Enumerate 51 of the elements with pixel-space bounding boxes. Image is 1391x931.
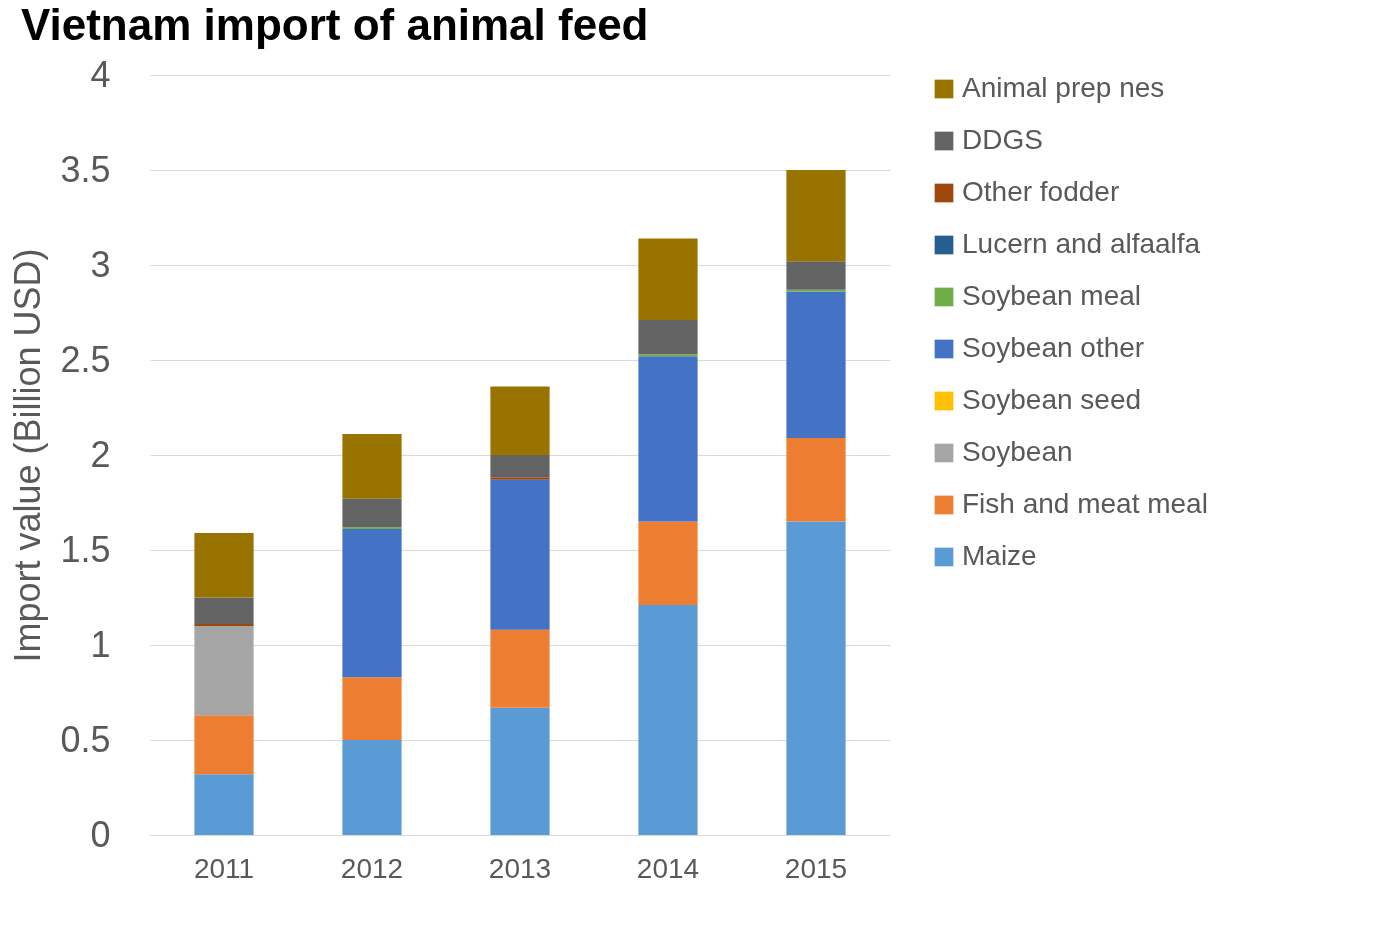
legend-label: Other fodder (962, 176, 1120, 207)
bar (194, 715, 254, 775)
bar (786, 291, 846, 438)
bar (638, 521, 698, 606)
y-axis-title: Import value (Billion USD) (7, 248, 49, 663)
y-tick-label: 3.5 (60, 148, 111, 190)
legend-label: Lucern and alfaalfa (962, 228, 1201, 259)
bar (342, 677, 402, 740)
x-tick-label: 2014 (636, 852, 700, 884)
y-tick-label: 4 (90, 53, 111, 95)
legend-label: Soybean seed (962, 384, 1142, 415)
legend-label: Soybean (962, 436, 1073, 467)
bar (490, 707, 550, 835)
legend-label: Soybean meal (962, 280, 1142, 311)
bar (342, 434, 402, 499)
y-tick-label: 3 (90, 243, 111, 285)
bar (194, 597, 254, 625)
bar (786, 437, 846, 522)
x-tick-label: 2015 (784, 852, 848, 884)
bar (194, 626, 254, 716)
bar (786, 521, 846, 835)
bar (194, 532, 254, 598)
bar (490, 479, 550, 630)
bar (638, 320, 698, 355)
legend-label: Maize (962, 540, 1037, 571)
bar (490, 455, 550, 478)
legend-label: Fish and meat meal (962, 488, 1208, 519)
y-tick-label: 2 (90, 433, 111, 475)
legend-label: Soybean other (962, 332, 1145, 363)
bar (342, 498, 402, 528)
bar (490, 386, 550, 455)
x-tick-label: 2011 (193, 852, 255, 884)
y-tick-label: 0.5 (60, 718, 111, 760)
legend-label: Animal prep nes (962, 72, 1165, 103)
y-tick-label: 0 (90, 813, 111, 855)
chart-title: Vietnam import of animal feed (20, 0, 649, 49)
y-tick-label: 2.5 (60, 338, 111, 380)
legend-label: DDGS (962, 124, 1043, 155)
bar (194, 774, 254, 835)
bar (490, 629, 550, 708)
bar (638, 238, 698, 321)
y-tick-label: 1.5 (60, 528, 111, 570)
bar (342, 529, 402, 678)
x-tick-label: 2013 (488, 852, 552, 884)
bar (638, 356, 698, 522)
y-tick-label: 1 (90, 623, 111, 665)
x-tick-label: 2012 (340, 852, 404, 884)
bar (342, 740, 402, 835)
bar (638, 605, 698, 835)
bar (786, 170, 846, 262)
bar (786, 261, 846, 290)
